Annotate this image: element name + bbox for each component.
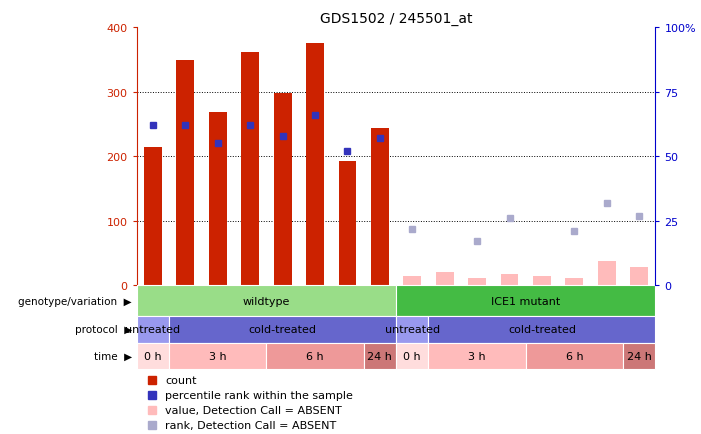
Bar [371, 128, 389, 286]
Text: 3 h: 3 h [209, 351, 226, 361]
Bar [630, 268, 648, 286]
Text: untreated: untreated [125, 325, 180, 335]
Bar [137, 343, 169, 369]
Text: rank, Detection Call = ABSENT: rank, Detection Call = ABSENT [165, 421, 336, 431]
Bar [468, 278, 486, 286]
Bar [396, 286, 655, 316]
Bar [428, 343, 526, 369]
Text: cold-treated: cold-treated [508, 325, 576, 335]
Text: 6 h: 6 h [306, 351, 324, 361]
Bar [364, 343, 396, 369]
Bar [177, 60, 194, 286]
Text: 24 h: 24 h [367, 351, 393, 361]
Bar [306, 44, 324, 286]
Text: 6 h: 6 h [566, 351, 583, 361]
Bar [501, 274, 519, 286]
Bar [396, 343, 428, 369]
Bar [169, 343, 266, 369]
Bar [169, 316, 396, 343]
Bar [526, 343, 623, 369]
Text: value, Detection Call = ABSENT: value, Detection Call = ABSENT [165, 405, 342, 415]
Bar [137, 286, 396, 316]
Bar [533, 276, 551, 286]
Text: 0 h: 0 h [404, 351, 421, 361]
Bar [209, 113, 226, 286]
Text: 0 h: 0 h [144, 351, 162, 361]
Bar [396, 316, 428, 343]
Text: untreated: untreated [385, 325, 440, 335]
Text: protocol  ▶: protocol ▶ [74, 325, 132, 335]
Text: count: count [165, 375, 197, 385]
Bar [428, 316, 655, 343]
Text: cold-treated: cold-treated [249, 325, 317, 335]
Bar [137, 316, 169, 343]
Text: percentile rank within the sample: percentile rank within the sample [165, 390, 353, 400]
Bar [623, 343, 655, 369]
Text: genotype/variation  ▶: genotype/variation ▶ [18, 296, 132, 306]
Text: 3 h: 3 h [468, 351, 486, 361]
Bar [598, 261, 615, 286]
Text: 24 h: 24 h [627, 351, 652, 361]
Bar [273, 94, 292, 286]
Bar [403, 276, 421, 286]
Bar [436, 273, 454, 286]
Bar [266, 343, 364, 369]
Bar [144, 147, 162, 286]
Bar [241, 53, 259, 286]
Text: ICE1 mutant: ICE1 mutant [491, 296, 560, 306]
Bar [566, 278, 583, 286]
Text: time  ▶: time ▶ [94, 351, 132, 361]
Bar [339, 161, 356, 286]
Title: GDS1502 / 245501_at: GDS1502 / 245501_at [320, 12, 472, 26]
Text: wildtype: wildtype [243, 296, 290, 306]
